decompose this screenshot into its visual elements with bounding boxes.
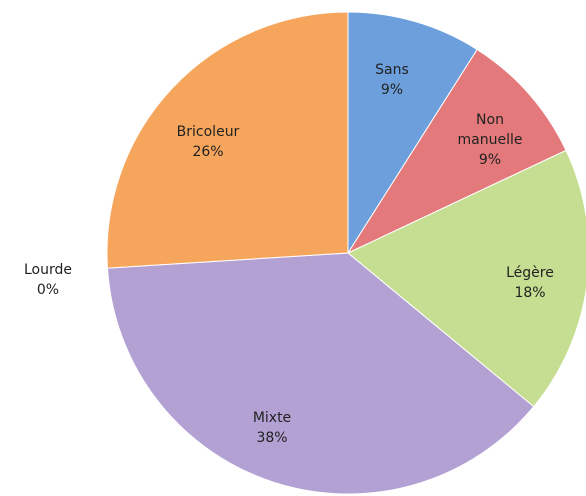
slice-label: Non manuelle 9% [445,110,535,170]
value-label: 18% [514,285,546,301]
pie-slice [106,11,349,269]
value-label: 0% [36,282,60,298]
category-label: Bricoleur [176,124,240,140]
value-label: 9% [478,152,502,168]
slice-label: Bricoleur 26% [163,122,253,162]
pie-slice [346,48,567,255]
category-label: Non manuelle [457,112,523,148]
value-label: 38% [256,430,288,446]
category-label: Légère [506,265,554,281]
slice-label: Lourde 0% [3,260,93,300]
pie-slice [106,252,535,495]
slice-label: Sans 9% [347,60,437,100]
category-label: Sans [375,62,409,78]
pie-slice [347,11,478,255]
value-label: 9% [380,82,404,98]
slice-label: Légère 18% [485,263,575,303]
category-label: Mixte [252,410,292,426]
slice-label: Mixte 38% [227,408,317,448]
category-label: Lourde [23,262,72,278]
value-label: 26% [192,144,224,160]
pie-slice [347,149,586,408]
